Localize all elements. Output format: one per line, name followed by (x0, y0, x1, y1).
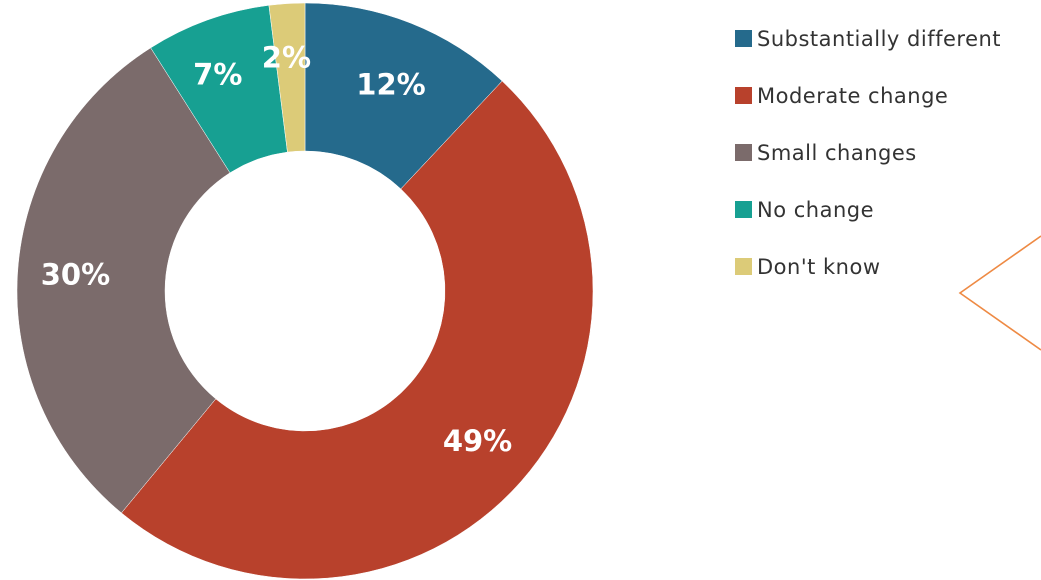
legend-swatch-dont-know (735, 258, 752, 275)
donut-slice-moderate-change (121, 80, 594, 580)
legend-label-dont-know: Don't know (757, 254, 881, 279)
donut-chart: 12% 49% 30% 7% 2% (16, 2, 594, 580)
chart-legend: Substantially different Moderate change … (735, 10, 1001, 295)
legend-swatch-substantially-different (735, 30, 752, 47)
donut-slice-label-small-changes: 30% (41, 258, 110, 292)
legend-label-moderate-change: Moderate change (757, 83, 949, 108)
donut-slice-label-don-t-know: 2% (262, 40, 311, 74)
donut-slice-label-no-change: 7% (193, 57, 242, 91)
legend-label-substantially-different: Substantially different (757, 26, 1002, 51)
legend-item-dont-know: Don't know (735, 238, 1001, 295)
donut-slice-label-substantially-different: 12% (356, 67, 425, 101)
donut-slice-small-changes (16, 47, 231, 514)
donut-slice-don-t-know (268, 2, 306, 153)
legend-item-substantially-different: Substantially different (735, 10, 1001, 67)
legend-item-small-changes: Small changes (735, 124, 1001, 181)
legend-label-small-changes: Small changes (757, 140, 917, 165)
legend-item-moderate-change: Moderate change (735, 67, 1001, 124)
legend-swatch-small-changes (735, 144, 752, 161)
callout-arrow-outline (958, 235, 1041, 351)
callout-arrow-shape (958, 235, 1041, 351)
donut-slice-label-moderate-change: 49% (443, 424, 512, 458)
donut-slice-labels: 12% 49% 30% 7% 2% (41, 40, 512, 458)
donut-slices (16, 2, 594, 580)
legend-item-no-change: No change (735, 181, 1001, 238)
legend-label-no-change: No change (757, 197, 875, 222)
legend-swatch-moderate-change (735, 87, 752, 104)
donut-slice-substantially-different (304, 2, 503, 190)
legend-swatch-no-change (735, 201, 752, 218)
